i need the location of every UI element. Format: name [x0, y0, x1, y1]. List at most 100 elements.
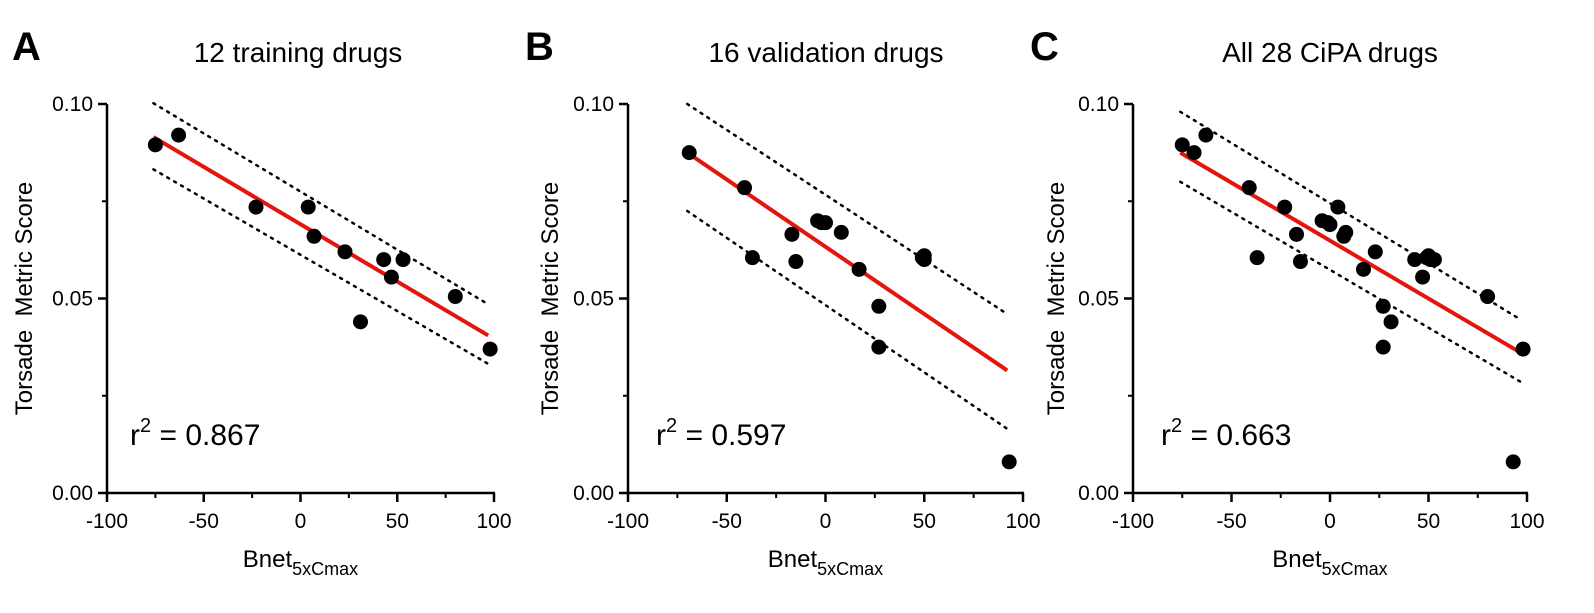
x-axis-label-main: Bnet [1272, 546, 1322, 573]
data-point [1249, 250, 1265, 266]
data-point [1001, 454, 1017, 470]
x-tick-label: 100 [1509, 510, 1544, 533]
r-squared-annotation: r2 = 0.597 [656, 415, 786, 452]
data-point [1292, 254, 1308, 270]
panel-a: A 12 training drugs -100 -50 0 50 100 0.00 0.05 0… [11, 25, 512, 579]
data-point [788, 254, 804, 270]
x-axis-label-subscript: 5xCmax [817, 559, 883, 579]
y-tick-label: 0.10 [1078, 93, 1119, 116]
y-tick-label: 0.00 [573, 482, 614, 505]
data-point [1355, 261, 1371, 277]
data-point [1322, 217, 1338, 233]
chart-title: 16 validation drugs [708, 37, 943, 68]
ci-lower-line [152, 168, 490, 366]
r-squared-exponent: 2 [1171, 415, 1182, 437]
r-squared-exponent: 2 [666, 415, 677, 437]
data-point [300, 199, 316, 215]
data-point [1330, 199, 1346, 215]
chart-title: 12 training drugs [194, 37, 403, 68]
data-point [681, 145, 697, 161]
data-point [784, 226, 800, 242]
data-point [871, 339, 887, 355]
data-point [1198, 127, 1214, 143]
y-tick-label: 0.05 [52, 288, 93, 311]
data-point [1277, 199, 1293, 215]
r-squared-symbol: r [656, 419, 666, 452]
y-tick-label: 0.10 [52, 93, 93, 116]
x-tick-label: 100 [476, 510, 511, 533]
y-tick-label: 0.10 [573, 93, 614, 116]
y-tick-label: 0.05 [573, 288, 614, 311]
x-tick-label: 0 [295, 510, 307, 533]
data-point [871, 298, 887, 314]
data-point [1241, 180, 1257, 196]
panel-letter: A [12, 25, 41, 69]
regression-line [686, 150, 1009, 373]
data-point [1375, 298, 1391, 314]
y-tick-label: 0.05 [1078, 288, 1119, 311]
data-point [1186, 145, 1202, 161]
r-squared-value: = 0.663 [1182, 419, 1291, 452]
data-point [833, 224, 849, 240]
x-axis-label-main: Bnet [768, 546, 818, 573]
ci-upper-line [1179, 110, 1523, 322]
data-point [1174, 137, 1190, 153]
r-squared-annotation: r2 = 0.663 [1161, 415, 1291, 452]
x-tick-label: -50 [189, 510, 219, 533]
panel-c: C All 28 CiPA drugs -100 -50 0 50 100 0.00 0.05 0… [1030, 25, 1545, 579]
regression-line [1179, 150, 1523, 355]
data-point [1426, 252, 1442, 268]
data-point [447, 289, 463, 305]
x-tick-label: -100 [1112, 510, 1154, 533]
x-tick-label: 100 [1005, 510, 1040, 533]
chart-title: All 28 CiPA drugs [1222, 37, 1438, 68]
x-tick-label: 50 [386, 510, 409, 533]
r-squared-annotation: r2 = 0.867 [130, 415, 260, 452]
data-point [248, 199, 264, 215]
x-tick-label: 0 [1324, 510, 1336, 533]
r-squared-symbol: r [130, 419, 140, 452]
data-point [395, 252, 411, 268]
ci-upper-line [152, 101, 490, 306]
x-axis-label: Bnet5xCmax [1272, 546, 1387, 579]
y-axis-label: Torsade Metric Score [11, 182, 38, 415]
data-point [1383, 314, 1399, 330]
y-tick-label: 0.00 [52, 482, 93, 505]
data-point [916, 252, 932, 268]
x-tick-label: -100 [607, 510, 649, 533]
data-point [376, 252, 392, 268]
r-squared-symbol: r [1161, 419, 1171, 452]
data-point [1415, 269, 1431, 285]
data-point [337, 244, 353, 260]
ci-upper-line [686, 102, 1009, 316]
x-axis-label: Bnet5xCmax [243, 546, 358, 579]
data-point [818, 215, 833, 231]
x-axis-label-subscript: 5xCmax [1322, 559, 1388, 579]
x-axis-label-subscript: 5xCmax [292, 559, 358, 579]
data-point [1407, 252, 1423, 268]
r-squared-exponent: 2 [140, 415, 151, 437]
data-point [1505, 454, 1521, 470]
data-point [1338, 224, 1354, 240]
data-point [306, 228, 322, 244]
panel-b: B 16 validation drugs -100 -50 0 50 100 0.00 0.0… [525, 25, 1041, 579]
x-tick-label: -50 [1216, 510, 1246, 533]
y-axis-label: Torsade Metric Score [537, 182, 564, 415]
r-squared-value: = 0.867 [151, 419, 260, 452]
data-point [1367, 244, 1383, 260]
data-point [851, 261, 867, 277]
x-tick-label: 0 [820, 510, 832, 533]
data-point [1480, 289, 1496, 305]
r-squared-value: = 0.597 [677, 419, 786, 452]
data-point [482, 341, 498, 357]
data-point [383, 269, 399, 285]
x-tick-label: 50 [913, 510, 936, 533]
data-point [744, 250, 760, 266]
ci-lower-line [1179, 180, 1523, 384]
data-point [171, 127, 187, 143]
panel-letter: C [1030, 25, 1059, 69]
x-tick-label: -50 [712, 510, 742, 533]
data-point [1289, 226, 1305, 242]
y-tick-label: 0.00 [1078, 482, 1119, 505]
